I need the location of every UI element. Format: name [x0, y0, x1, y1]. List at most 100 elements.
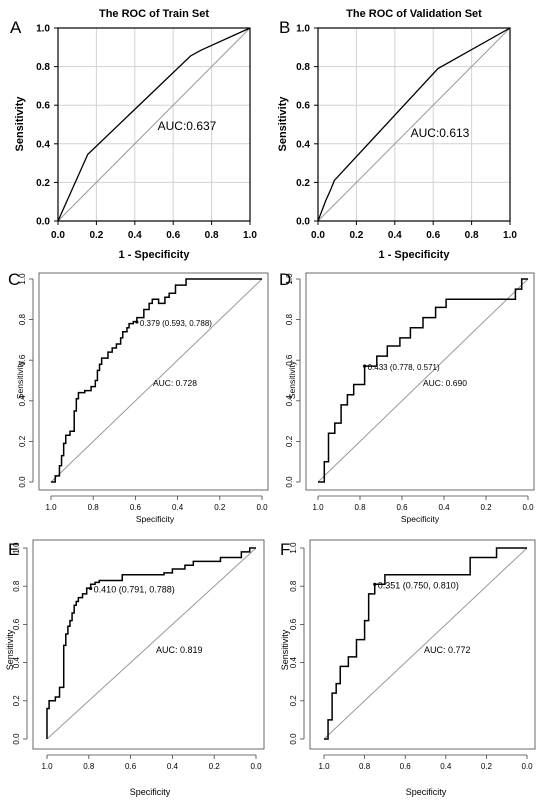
y-tick-label: 1.0 — [18, 273, 27, 285]
cutoff-point — [89, 586, 93, 591]
diagonal-reference-line — [323, 547, 528, 740]
plot-frame — [309, 539, 536, 750]
x-tick-label: 0.2 — [209, 762, 221, 771]
x-tick-label: 0.8 — [205, 230, 219, 241]
roc-curve — [318, 278, 528, 483]
x-tick-label: 1.0 — [318, 762, 330, 771]
x-tick-label: 1.0 — [243, 230, 257, 241]
y-tick-label: 0.0 — [285, 476, 294, 488]
y-tick-label: 0.2 — [289, 695, 298, 707]
diagonal-reference-line — [317, 27, 511, 222]
cutoff-annotation: 0.379 (0.593, 0.788) — [140, 319, 212, 328]
roc-curve — [57, 27, 251, 222]
cutoff-annotation: 0.351 (0.750, 0.810) — [378, 580, 459, 590]
x-tick-label: 0.4 — [438, 503, 450, 512]
x-tick-label: 0.8 — [88, 503, 100, 512]
cutoff-point — [373, 582, 377, 586]
roc-chart-e: 1.0 0.8 0.6 0.4 0.2 0.0 0.0 0.2 0.4 0.6 0.8 1.0 0.4… — [5, 539, 265, 797]
panel-label-c: C — [8, 270, 21, 289]
y-tick-label: 1.0 — [285, 273, 294, 285]
x-tick-label: 0.2 — [349, 230, 363, 241]
x-tick-label: 0.0 — [256, 503, 268, 512]
x-tick-label: 0.8 — [354, 503, 366, 512]
roc-chart-f: 1.0 0.8 0.6 0.4 0.2 0.0 0.0 0.2 0.4 0.6 0.8 1.0 0.3… — [280, 539, 536, 797]
auc-label: AUC:0.613 — [411, 126, 470, 140]
roc-chart-d: 1.0 0.8 0.6 0.4 0.2 0.0 0.0 0.2 0.4 0.6 0.8 1.0 0.4… — [285, 272, 535, 524]
y-tick-label: 0.4 — [296, 139, 310, 150]
x-tick-label: 1.0 — [45, 503, 57, 512]
x-tick-label: 0.2 — [480, 503, 492, 512]
panel-label-d: D — [279, 270, 292, 289]
x-tick-label: 0.4 — [388, 230, 402, 241]
y-tick-label: 0.8 — [285, 313, 294, 325]
y-tick-label: 0.0 — [289, 733, 298, 745]
x-tick-label: 0.6 — [396, 503, 408, 512]
grid-lines — [58, 28, 250, 221]
x-tick-label: 0.4 — [172, 503, 184, 512]
x-axis-label: Specificity — [130, 787, 171, 797]
y-axis-label: Sensitivity — [15, 360, 25, 399]
x-tick-label: 0.8 — [83, 762, 95, 771]
plot-frame — [317, 27, 511, 222]
roc-chart-a: The ROC of Train Set 0.0 0.2 0.4 0.6 0.8 1.0 0… — [14, 8, 257, 261]
y-tick-label: 0.8 — [36, 62, 50, 73]
y-tick-label: 0.4 — [36, 139, 50, 150]
roc-chart-b: The ROC of Validation Set 0.0 0.2 0.4 0.6 0.… — [277, 8, 517, 261]
auc-label: AUC:0.637 — [158, 119, 217, 133]
chart-title: The ROC of Validation Set — [346, 8, 482, 20]
x-tick-label: 0.8 — [359, 762, 371, 771]
x-axis-label: Specificity — [406, 787, 447, 797]
y-tick-label: 0.8 — [296, 62, 310, 73]
y-tick-label: 0.6 — [296, 101, 310, 112]
y-tick-label: 0.6 — [18, 354, 27, 366]
y-axis-label: Sensitivity — [5, 629, 15, 670]
y-tick-label: 0.8 — [12, 580, 21, 592]
roc-curve — [317, 27, 511, 222]
x-tick-label: 1.0 — [503, 230, 517, 241]
x-axis-label: 1 - Specificity — [119, 249, 191, 261]
x-tick-label: 0.0 — [311, 230, 325, 241]
y-tick-label: 0.2 — [36, 178, 50, 189]
auc-label: AUC: 0.728 — [153, 378, 197, 388]
x-tick-label: 0.4 — [128, 230, 142, 241]
diagonal-reference-line — [57, 27, 251, 222]
diagonal-reference-line — [46, 547, 257, 740]
y-tick-label: 0.4 — [285, 395, 294, 407]
plot-frame — [305, 272, 535, 491]
cutoff-annotation: 0.433 (0.778, 0.571) — [368, 363, 440, 372]
diagonal-reference-line — [50, 278, 263, 483]
axes: 1.0 0.8 0.6 0.4 0.2 0.0 0.0 0.2 0.4 0.6 0.8 1.0 — [18, 272, 269, 512]
x-tick-label: 0.6 — [166, 230, 180, 241]
chart-title: The ROC of Train Set — [99, 8, 209, 20]
x-tick-label: 1.0 — [41, 762, 53, 771]
roc-curve — [324, 547, 527, 740]
cutoff-point — [363, 364, 367, 368]
y-axis-label: Sensitivity — [14, 96, 26, 152]
panel-label-e: E — [8, 540, 20, 559]
panel-label-b: B — [279, 18, 291, 37]
x-tick-label: 0.2 — [214, 503, 226, 512]
x-tick-label: 0.2 — [89, 230, 103, 241]
auc-label: AUC: 0.690 — [423, 378, 467, 388]
y-tick-label: 0.6 — [12, 618, 21, 630]
x-tick-label: 0.0 — [250, 762, 262, 771]
x-axis-label: Specificity — [136, 514, 175, 524]
y-tick-label: 0.2 — [296, 178, 310, 189]
axes: 1.0 0.8 0.6 0.4 0.2 0.0 0.0 0.2 0.4 0.6 0.8 1.0 — [289, 539, 536, 771]
y-axis-label: Sensitivity — [277, 96, 289, 152]
axes: 1.0 0.8 0.6 0.4 0.2 0.0 0.0 0.2 0.4 0.6 0.8 1.0 — [12, 539, 265, 771]
x-tick-label: 0.6 — [426, 230, 440, 241]
y-tick-label: 1.0 — [289, 542, 298, 554]
x-axis-label: Specificity — [401, 514, 440, 524]
y-tick-label: 0.8 — [289, 580, 298, 592]
x-tick-label: 0.0 — [522, 503, 534, 512]
y-tick-label: 0.2 — [18, 435, 27, 447]
y-tick-label: 1.0 — [12, 542, 21, 554]
y-tick-label: 0.4 — [289, 656, 298, 668]
y-tick-label: 0.4 — [18, 395, 27, 407]
x-tick-label: 0.0 — [51, 230, 65, 241]
x-tick-label: 0.6 — [400, 762, 412, 771]
axes: 0.0 0.2 0.4 0.6 0.8 1.0 0.0 0.2 0.4 0.6 0.8 1.0 — [36, 24, 257, 242]
y-tick-label: 0.8 — [18, 313, 27, 325]
y-tick-label: 0.4 — [12, 656, 21, 668]
